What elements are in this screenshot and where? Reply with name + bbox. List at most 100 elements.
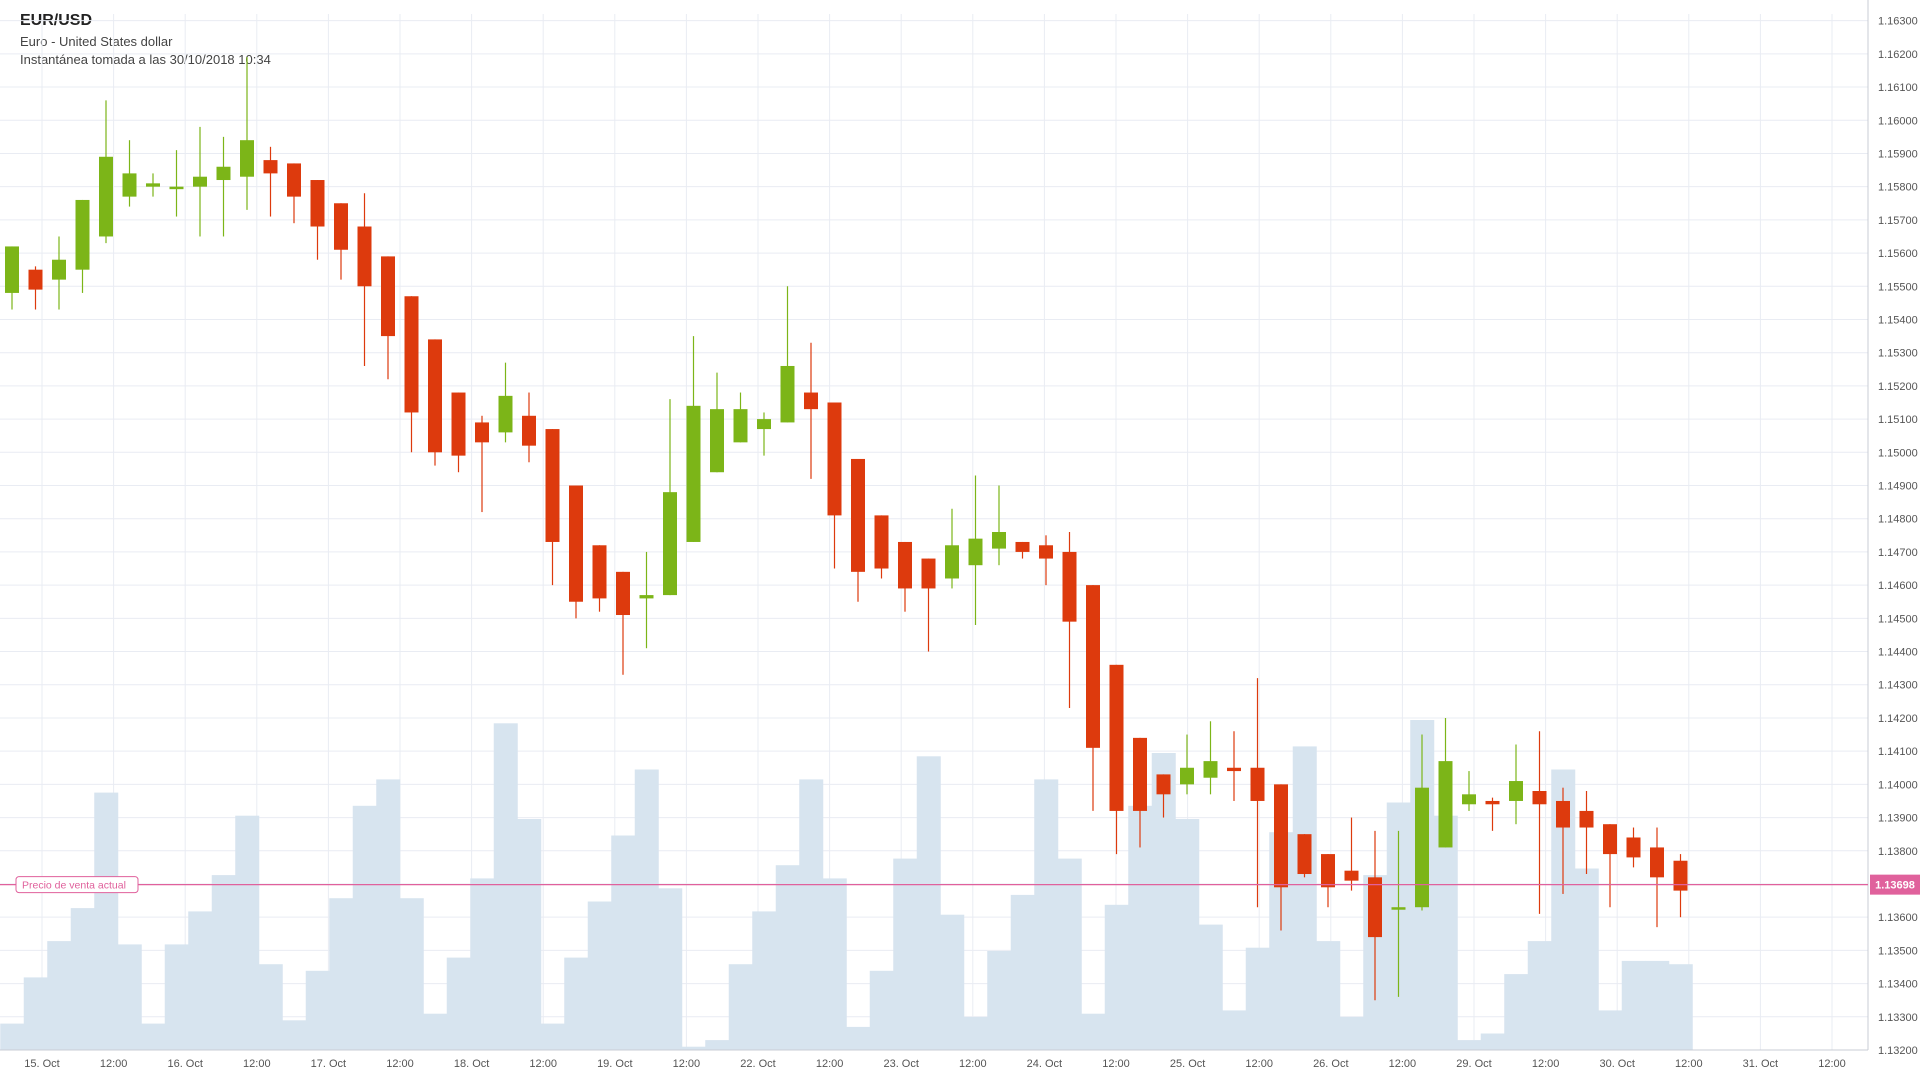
current-price-tag [1870,874,1920,895]
candle-body-down [381,256,395,337]
candle-body-down [1250,767,1265,801]
x-tick-label: 31. Oct [1743,1058,1778,1070]
volume-bar [1175,819,1200,1050]
volume-bar [1222,1010,1247,1050]
volume-bar [869,970,894,1050]
volume-bar [752,911,777,1050]
x-tick-label: 12:00 [959,1058,987,1070]
x-tick-label: 12:00 [1245,1058,1273,1070]
x-tick-label: 12:00 [243,1058,271,1070]
candle-body-up [968,538,983,566]
y-tick-label: 1.15200 [1878,381,1918,393]
candle-body-down [874,515,889,569]
candle-body-down [1556,800,1570,828]
y-tick-label: 1.14800 [1878,514,1918,526]
volume-bar [728,964,753,1050]
volume-bar [141,1023,166,1050]
volume-bar [23,977,48,1050]
volume-bar [470,878,495,1050]
volume-bar [775,865,800,1050]
candle-body-up [710,409,724,473]
y-tick-label: 1.15300 [1878,348,1918,360]
x-tick-label: 23. Oct [883,1058,918,1070]
y-tick-label: 1.13900 [1878,813,1918,825]
candle-body-down [1015,541,1030,552]
volume-bar [117,944,142,1050]
candle-body-down [827,402,842,516]
y-tick-label: 1.15700 [1878,215,1918,227]
candle-body-down [522,415,536,446]
chart-snapshot-time: Instantánea tomada a las 30/10/2018 10:3… [20,52,271,67]
candle-body-up [146,183,160,187]
candle-body-up [733,409,748,443]
candle-body-up [193,176,207,187]
candle-body-up [52,259,66,280]
candle-body-up [780,365,795,423]
y-tick-label: 1.14900 [1878,481,1918,493]
y-tick-label: 1.14500 [1878,613,1918,625]
candle-body-up [1203,761,1218,778]
volume-bar [1104,904,1129,1050]
x-tick-label: 12:00 [1532,1058,1560,1070]
candle-body-up [99,156,113,237]
volume-bar [1339,1017,1364,1050]
volume-bars [0,720,1693,1050]
y-tick-label: 1.13600 [1878,912,1918,924]
volume-bar [1668,964,1693,1050]
chart-instrument-name: Euro - United States dollar [20,34,173,49]
volume-bar [1527,941,1552,1050]
candle-body-down [1062,551,1077,622]
candle-body-down [1603,824,1617,855]
volume-bar [611,835,636,1050]
candle-body-down [545,429,560,542]
volume-bar [1457,1040,1482,1050]
y-tick-label: 1.15800 [1878,182,1918,194]
y-tick-label: 1.14400 [1878,647,1918,659]
candle-body-up [1391,907,1406,910]
candle-body-down [1109,664,1124,811]
volume-bar [211,875,236,1050]
candle-body-up [75,199,90,270]
y-tick-label: 1.13800 [1878,846,1918,858]
candle-body-down [1532,791,1547,805]
candle-body-down [1344,870,1359,881]
volume-bar [1010,894,1035,1050]
x-tick-label: 12:00 [1102,1058,1130,1070]
candle-body-up [1415,787,1429,908]
candle-body-up [945,545,959,579]
volume-bar [423,1013,448,1050]
volume-bar [376,779,401,1050]
candle-body-up [1180,767,1194,785]
x-tick-label: 12:00 [386,1058,414,1070]
candle-body-down [1579,810,1594,828]
volume-bar [1292,746,1317,1050]
x-tick-label: 24. Oct [1027,1058,1062,1070]
y-tick-label: 1.14000 [1878,779,1918,791]
volume-bar [1504,974,1529,1050]
y-tick-label: 1.14600 [1878,580,1918,592]
candle-body-down [287,163,301,197]
candle-body-down [804,392,818,410]
volume-bar [164,944,189,1050]
x-tick-label: 12:00 [673,1058,701,1070]
x-tick-label: 12:00 [1389,1058,1417,1070]
y-tick-label: 1.15500 [1878,281,1918,293]
y-tick-label: 1.14700 [1878,547,1918,559]
volume-bar [1081,1013,1106,1050]
candle-body-up [5,246,19,293]
candle-body-down [851,458,865,572]
x-tick-label: 19. Oct [597,1058,632,1070]
candle-body-down [1297,834,1312,875]
candle-body-down [28,269,43,290]
candle-body-down [475,422,489,443]
candle-body-down [569,485,583,602]
candle-body-down [1321,854,1335,888]
x-tick-label: 15. Oct [24,1058,59,1070]
volume-bar [517,819,542,1050]
volume-bar [47,941,72,1050]
candle-body-up [1462,794,1476,805]
y-tick-label: 1.15000 [1878,447,1918,459]
candle-body-down [334,203,348,250]
